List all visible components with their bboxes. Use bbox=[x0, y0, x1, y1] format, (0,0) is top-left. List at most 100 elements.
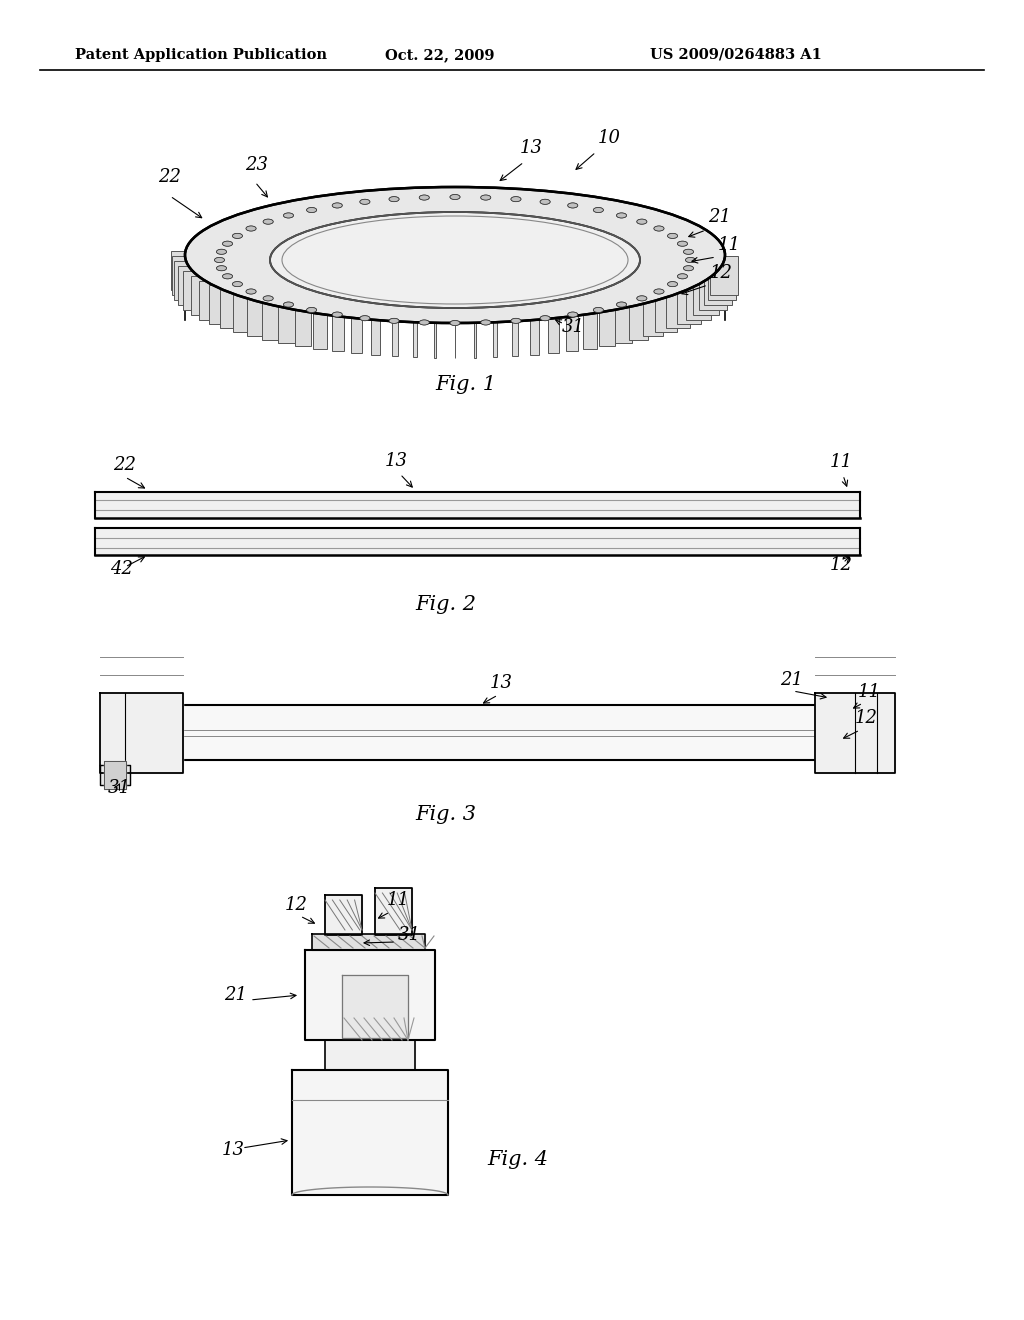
Text: 13: 13 bbox=[490, 675, 513, 692]
Ellipse shape bbox=[683, 249, 693, 255]
Text: 22: 22 bbox=[113, 455, 136, 474]
Text: 13: 13 bbox=[222, 1140, 245, 1159]
Ellipse shape bbox=[389, 318, 399, 323]
Ellipse shape bbox=[232, 234, 243, 239]
Bar bbox=[708, 261, 736, 300]
Ellipse shape bbox=[232, 281, 243, 286]
Ellipse shape bbox=[616, 302, 627, 308]
Ellipse shape bbox=[246, 226, 256, 231]
Ellipse shape bbox=[593, 207, 603, 213]
Ellipse shape bbox=[185, 187, 725, 323]
Text: Fig. 2: Fig. 2 bbox=[415, 595, 476, 614]
Ellipse shape bbox=[419, 195, 429, 201]
Ellipse shape bbox=[678, 273, 687, 279]
Ellipse shape bbox=[678, 242, 687, 247]
Ellipse shape bbox=[222, 242, 232, 247]
Text: Fig. 1: Fig. 1 bbox=[435, 375, 496, 393]
Text: 12: 12 bbox=[855, 709, 878, 727]
Bar bbox=[171, 251, 199, 290]
Ellipse shape bbox=[637, 219, 647, 224]
Ellipse shape bbox=[637, 296, 647, 301]
Bar bbox=[629, 301, 648, 341]
Ellipse shape bbox=[216, 265, 226, 271]
Ellipse shape bbox=[480, 195, 490, 201]
Text: US 2009/0264883 A1: US 2009/0264883 A1 bbox=[650, 48, 822, 62]
Ellipse shape bbox=[450, 321, 460, 326]
Ellipse shape bbox=[685, 257, 695, 263]
Bar bbox=[693, 276, 720, 315]
Bar bbox=[643, 297, 664, 337]
Bar bbox=[178, 267, 206, 305]
Bar bbox=[351, 314, 361, 354]
Bar bbox=[247, 297, 267, 337]
Bar bbox=[667, 289, 690, 329]
Ellipse shape bbox=[593, 207, 603, 213]
Ellipse shape bbox=[480, 195, 490, 201]
Ellipse shape bbox=[389, 197, 399, 202]
Ellipse shape bbox=[567, 203, 578, 209]
Text: 13: 13 bbox=[385, 451, 408, 470]
Bar bbox=[699, 271, 726, 310]
Ellipse shape bbox=[284, 302, 294, 308]
Bar bbox=[599, 308, 615, 346]
Ellipse shape bbox=[567, 312, 578, 317]
Ellipse shape bbox=[263, 296, 273, 301]
Bar bbox=[512, 317, 518, 356]
Bar bbox=[566, 313, 579, 351]
Bar bbox=[705, 267, 732, 305]
Ellipse shape bbox=[359, 315, 370, 321]
Bar bbox=[190, 276, 217, 315]
Ellipse shape bbox=[419, 319, 429, 325]
Text: 12: 12 bbox=[830, 556, 853, 574]
Bar bbox=[655, 293, 677, 333]
Ellipse shape bbox=[678, 273, 687, 279]
Ellipse shape bbox=[567, 203, 578, 209]
Bar bbox=[549, 314, 559, 354]
Ellipse shape bbox=[332, 203, 342, 209]
Ellipse shape bbox=[306, 207, 316, 213]
Ellipse shape bbox=[359, 199, 370, 205]
Bar bbox=[199, 281, 224, 319]
Ellipse shape bbox=[306, 308, 316, 313]
Ellipse shape bbox=[654, 289, 664, 294]
Bar bbox=[295, 308, 311, 346]
Ellipse shape bbox=[511, 197, 521, 202]
Ellipse shape bbox=[616, 213, 627, 218]
Ellipse shape bbox=[593, 308, 603, 313]
Text: Patent Application Publication: Patent Application Publication bbox=[75, 48, 327, 62]
Bar bbox=[174, 261, 202, 300]
Ellipse shape bbox=[216, 249, 226, 255]
Bar bbox=[278, 305, 296, 343]
Bar bbox=[614, 305, 632, 343]
Ellipse shape bbox=[654, 226, 664, 231]
Ellipse shape bbox=[637, 219, 647, 224]
Ellipse shape bbox=[222, 273, 232, 279]
Text: 21: 21 bbox=[780, 671, 803, 689]
Ellipse shape bbox=[540, 199, 550, 205]
Ellipse shape bbox=[419, 195, 429, 201]
Ellipse shape bbox=[263, 219, 273, 224]
Ellipse shape bbox=[683, 265, 693, 271]
Ellipse shape bbox=[246, 289, 256, 294]
Ellipse shape bbox=[616, 213, 627, 218]
Bar bbox=[711, 256, 738, 296]
Ellipse shape bbox=[683, 249, 693, 255]
Ellipse shape bbox=[306, 308, 316, 313]
Ellipse shape bbox=[270, 213, 640, 308]
Ellipse shape bbox=[214, 257, 224, 263]
Ellipse shape bbox=[389, 318, 399, 323]
Ellipse shape bbox=[359, 199, 370, 205]
Ellipse shape bbox=[246, 289, 256, 294]
Ellipse shape bbox=[389, 197, 399, 202]
Text: 21: 21 bbox=[224, 986, 247, 1005]
Ellipse shape bbox=[332, 312, 342, 317]
Ellipse shape bbox=[685, 257, 695, 263]
Ellipse shape bbox=[654, 226, 664, 231]
Bar bbox=[413, 318, 417, 358]
Ellipse shape bbox=[637, 296, 647, 301]
Ellipse shape bbox=[306, 207, 316, 213]
Text: 31: 31 bbox=[562, 318, 585, 337]
Ellipse shape bbox=[222, 273, 232, 279]
Ellipse shape bbox=[216, 249, 226, 255]
Ellipse shape bbox=[359, 315, 370, 321]
